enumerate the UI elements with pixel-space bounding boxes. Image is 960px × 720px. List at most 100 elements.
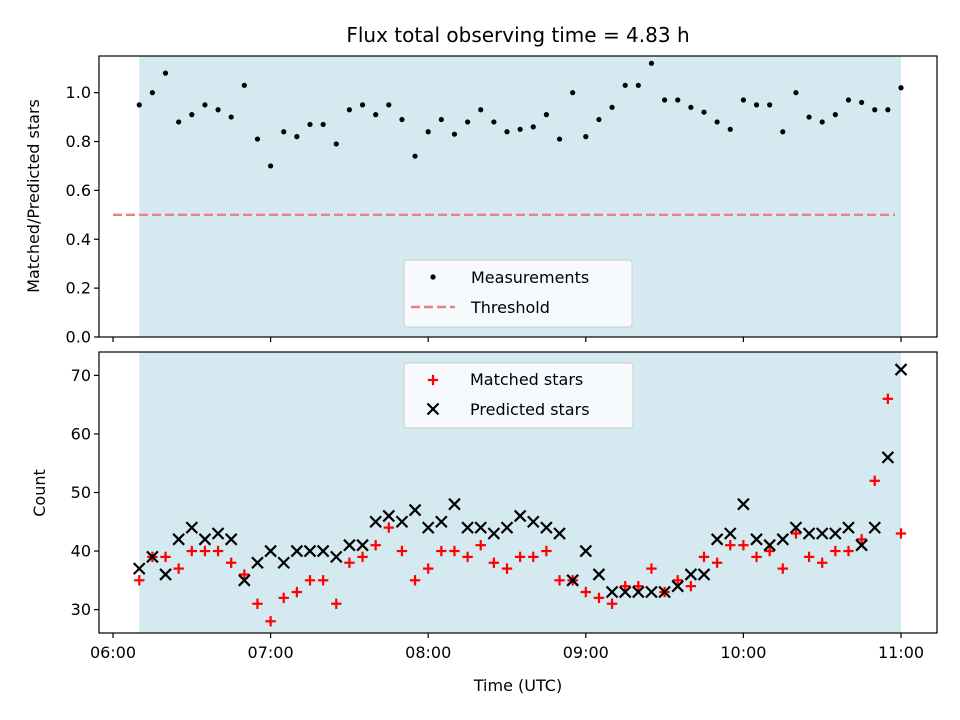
predicted-point-54-b xyxy=(842,521,855,534)
predicted-point-25-b xyxy=(461,521,474,534)
top-y-axis-label: Matched/Predicted stars xyxy=(24,99,43,293)
predicted-point-34-b xyxy=(579,544,593,558)
predicted-point-52 xyxy=(815,527,829,540)
measurement-point-7 xyxy=(228,114,234,120)
bottom-y-ticks: 30 40 50 60 70 xyxy=(71,366,99,619)
matched-point-46 xyxy=(738,539,749,551)
measurement-point-4 xyxy=(189,112,195,118)
predicted-point-13-b xyxy=(303,544,317,558)
measurement-point-54 xyxy=(845,97,852,103)
predicted-point-11-b xyxy=(277,556,291,570)
predicted-point-6 xyxy=(211,527,225,540)
predicted-point-45-b xyxy=(723,527,737,540)
predicted-point-35 xyxy=(592,568,606,581)
measurement-point-14 xyxy=(320,121,326,128)
matched-point-56 xyxy=(869,475,880,486)
bottom-legend-box xyxy=(403,362,634,429)
predicted-point-39 xyxy=(645,585,658,599)
predicted-point-1 xyxy=(146,550,159,564)
top-y-tick-label-0: 0.0 xyxy=(66,328,91,347)
measurement-point-6 xyxy=(215,107,221,113)
matched-point-36 xyxy=(606,598,618,609)
measurement-point-30 xyxy=(530,124,536,130)
measurement-point-53 xyxy=(832,112,838,118)
measurement-point-18 xyxy=(373,112,379,118)
measurement-point-52 xyxy=(819,119,825,125)
predicted-point-58-b xyxy=(894,363,908,376)
predicted-point-23 xyxy=(435,515,448,529)
measurement-point-9 xyxy=(254,136,261,142)
predicted-point-49-b xyxy=(776,533,790,546)
matched-point-6 xyxy=(212,545,224,557)
matched-point-7 xyxy=(226,557,237,568)
matched-point-20 xyxy=(396,545,408,557)
matched-point-9 xyxy=(252,598,263,609)
bottom-x-ticks: 06:00 07:00 08:00 09:00 10:00 11:00 xyxy=(90,633,924,662)
measurement-point-55 xyxy=(859,99,865,106)
matched-point-54 xyxy=(843,545,854,557)
bottom-y-tick-label-0: 30 xyxy=(71,600,91,619)
predicted-point-34 xyxy=(579,544,593,558)
predicted-point-29 xyxy=(513,509,527,523)
predicted-point-7-b xyxy=(224,533,238,546)
predicted-point-20-b xyxy=(395,515,409,529)
predicted-point-8-b xyxy=(238,574,251,587)
predicted-point-47 xyxy=(750,533,763,546)
matched-point-14 xyxy=(317,575,329,586)
matched-point-13 xyxy=(304,575,316,586)
measurement-point-15 xyxy=(333,141,339,147)
measurement-point-5 xyxy=(202,102,208,108)
measurement-point-35 xyxy=(596,116,602,123)
predicted-point-43 xyxy=(697,568,711,581)
measurement-point-29 xyxy=(517,126,523,132)
predicted-point-38-b xyxy=(632,585,645,599)
measurement-point-19 xyxy=(386,102,392,108)
bottom-x-tick-label-4: 10:00 xyxy=(720,643,766,662)
matched-point-55 xyxy=(856,534,867,545)
predicted-point-45 xyxy=(723,527,737,540)
predicted-point-27-b xyxy=(487,527,501,540)
predicted-point-47-b xyxy=(750,533,763,546)
measurement-point-46 xyxy=(740,97,747,103)
predicted-point-44-b xyxy=(710,533,724,546)
predicted-point-2-b xyxy=(159,568,172,581)
matched-point-24 xyxy=(449,545,460,557)
predicted-point-8 xyxy=(238,574,251,587)
bottom-x-tick-label-3: 09:00 xyxy=(563,643,609,662)
predicted-point-14 xyxy=(316,544,330,558)
predicted-point-53-b xyxy=(829,527,842,540)
predicted-point-40-b xyxy=(658,585,671,599)
predicted-point-18 xyxy=(369,515,382,529)
predicted-point-18-b xyxy=(369,515,382,529)
predicted-point-42 xyxy=(684,568,698,581)
top-y-tick-label-5: 1.0 xyxy=(66,83,91,102)
top-y-tick-label-1: 0.2 xyxy=(66,279,91,298)
legend-measurements-label: Measurements xyxy=(471,268,589,287)
predicted-point-48 xyxy=(763,538,776,552)
predicted-point-16-b xyxy=(343,538,356,552)
matched-point-18 xyxy=(370,539,381,551)
measurement-point-21 xyxy=(412,153,418,159)
predicted-point-50-b xyxy=(789,521,803,534)
predicted-point-51 xyxy=(802,527,816,540)
predicted-point-10 xyxy=(264,544,277,558)
matched-point-53 xyxy=(830,545,841,557)
predicted-point-53 xyxy=(829,527,842,540)
matched-point-41 xyxy=(672,575,683,586)
matched-point-11 xyxy=(278,592,289,604)
predicted-point-17 xyxy=(356,538,369,552)
predicted-point-9-b xyxy=(251,556,264,570)
matched-point-25 xyxy=(462,551,473,563)
predicted-point-44 xyxy=(710,533,724,546)
measurement-point-50 xyxy=(793,90,799,96)
predicted-point-16 xyxy=(343,538,356,552)
measurement-point-38 xyxy=(635,82,641,88)
measurement-point-48 xyxy=(767,102,773,108)
matched-point-30 xyxy=(528,551,539,563)
bottom-y-tick-label-1: 40 xyxy=(71,542,91,561)
legend-predicted-marker xyxy=(426,402,440,416)
bottom-y-tick-label-4: 70 xyxy=(71,366,91,385)
predicted-point-19-b xyxy=(382,509,396,523)
predicted-point-56 xyxy=(868,521,882,534)
predicted-point-23-b xyxy=(435,515,448,529)
